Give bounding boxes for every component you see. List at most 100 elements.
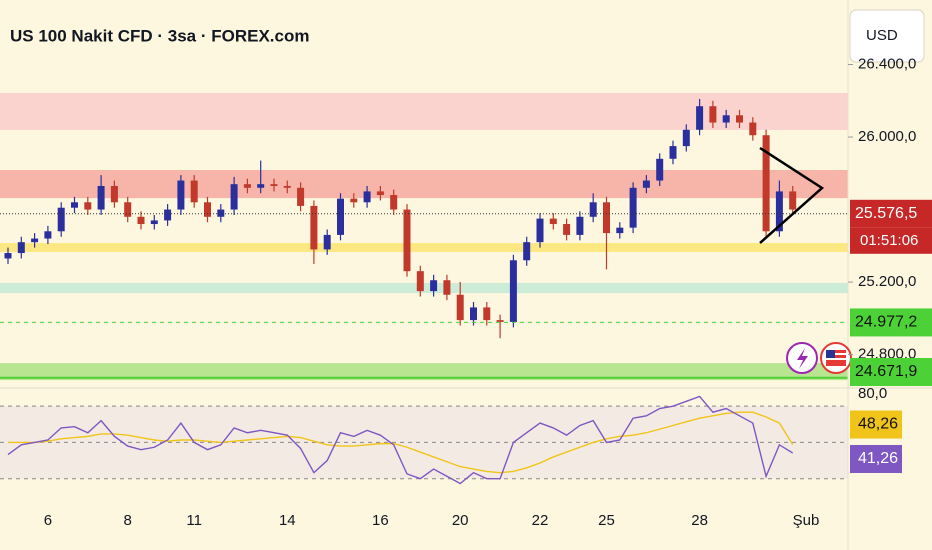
- candle-body: [323, 234, 331, 250]
- candle-body: [496, 320, 504, 322]
- candle-body: [775, 191, 783, 232]
- candle-body: [456, 294, 464, 321]
- candle-body: [97, 185, 105, 210]
- y-tick-label: 25.200,0: [858, 273, 916, 290]
- candle-body: [536, 218, 544, 243]
- candle-body: [563, 224, 571, 235]
- flag-canton: [826, 350, 835, 358]
- x-tick-label: 25: [598, 512, 615, 529]
- candle-body: [616, 227, 624, 234]
- value-label-box: [850, 444, 902, 473]
- y-tick-label: 80,0: [858, 385, 887, 402]
- candle-body: [656, 158, 664, 181]
- candle-body: [696, 106, 704, 130]
- candle-body: [403, 209, 411, 272]
- candle-body: [177, 180, 185, 210]
- price-label: 24.977,2: [855, 314, 917, 331]
- candle-body: [190, 180, 198, 203]
- candle-body: [217, 209, 225, 217]
- candle-body: [257, 184, 265, 188]
- countdown-box: [850, 227, 932, 254]
- candle-body: [709, 106, 717, 123]
- candle-body: [642, 180, 650, 188]
- candle-body: [523, 242, 531, 261]
- rsi-line: [7, 395, 794, 485]
- candle-body: [71, 202, 78, 208]
- y-tick-label: 26.000,0: [858, 128, 916, 145]
- candle-body: [297, 187, 305, 206]
- candle-body: [243, 184, 251, 188]
- x-tick-label: 28: [691, 512, 708, 529]
- zone: [0, 92, 848, 130]
- x-tick-label: 20: [452, 512, 469, 529]
- triangle-drawing: [759, 146, 825, 244]
- axis-labels: 26.400,026.000,025.200,024.800,06 8 11 14 16…: [44, 55, 932, 529]
- candle-body: [230, 184, 238, 210]
- value-label-box: [850, 410, 902, 439]
- candle-body: [84, 202, 92, 210]
- candle-body: [669, 146, 677, 159]
- candle-body: [57, 207, 65, 232]
- candle-body: [576, 216, 584, 235]
- candle-body: [137, 216, 145, 225]
- candle-body: [44, 231, 52, 239]
- candle-body: [390, 195, 398, 210]
- price-label-box: [850, 308, 932, 337]
- candle-body: [722, 115, 730, 123]
- candle-body: [509, 260, 517, 322]
- currency-button[interactable]: [849, 9, 925, 63]
- candle-body: [682, 129, 690, 147]
- candle-body: [549, 218, 557, 225]
- candle-body: [4, 253, 12, 259]
- rsi-line: [8, 411, 794, 474]
- candle-body: [376, 191, 384, 196]
- value-label: 48,26: [858, 416, 898, 433]
- candle-body: [150, 220, 158, 225]
- candle-body: [363, 191, 371, 203]
- lightning-glyph: [797, 348, 808, 369]
- candle-body: [603, 202, 610, 234]
- zone: [0, 170, 848, 199]
- x-tick-label: 6: [44, 512, 52, 529]
- candle-body: [789, 191, 797, 210]
- candle-body: [270, 184, 278, 186]
- candle-body: [124, 202, 132, 217]
- x-tick-label: 11: [186, 512, 202, 529]
- x-tick-label: Şub: [793, 512, 820, 529]
- value-label: 41,26: [858, 450, 898, 467]
- candle-body: [164, 209, 172, 221]
- candle-body: [589, 202, 597, 217]
- candle-body: [204, 202, 211, 217]
- candle-body: [110, 185, 118, 203]
- candle-body: [629, 187, 637, 228]
- candle-body: [416, 271, 424, 292]
- zone: [0, 243, 848, 252]
- candle-body: [762, 135, 770, 232]
- candle-body: [443, 280, 451, 295]
- price-label: 25.576,5: [855, 205, 917, 222]
- candle-body: [31, 238, 39, 243]
- rsi-pane: [0, 395, 848, 485]
- x-tick-label: 8: [124, 512, 132, 529]
- candle-body: [310, 205, 318, 250]
- candle-body: [430, 280, 438, 292]
- price-label-box: [850, 358, 932, 386]
- zone: [0, 363, 848, 381]
- currency-label[interactable]: USD: [866, 27, 898, 44]
- x-tick-label: 14: [279, 512, 296, 529]
- candle-body: [749, 122, 757, 136]
- candle-body: [350, 198, 358, 203]
- y-tick-label: 26.400,0: [858, 55, 916, 72]
- candle-body: [17, 242, 25, 254]
- zone: [0, 282, 848, 294]
- candle-body: [470, 307, 477, 321]
- x-tick-label: 22: [532, 512, 549, 529]
- price-label: 24.671,9: [855, 363, 917, 380]
- price-label-box: [850, 199, 932, 228]
- candle-body: [337, 198, 344, 235]
- candle-body: [736, 115, 743, 123]
- flag-stripe: [826, 358, 846, 360]
- flag-stripe: [826, 353, 846, 355]
